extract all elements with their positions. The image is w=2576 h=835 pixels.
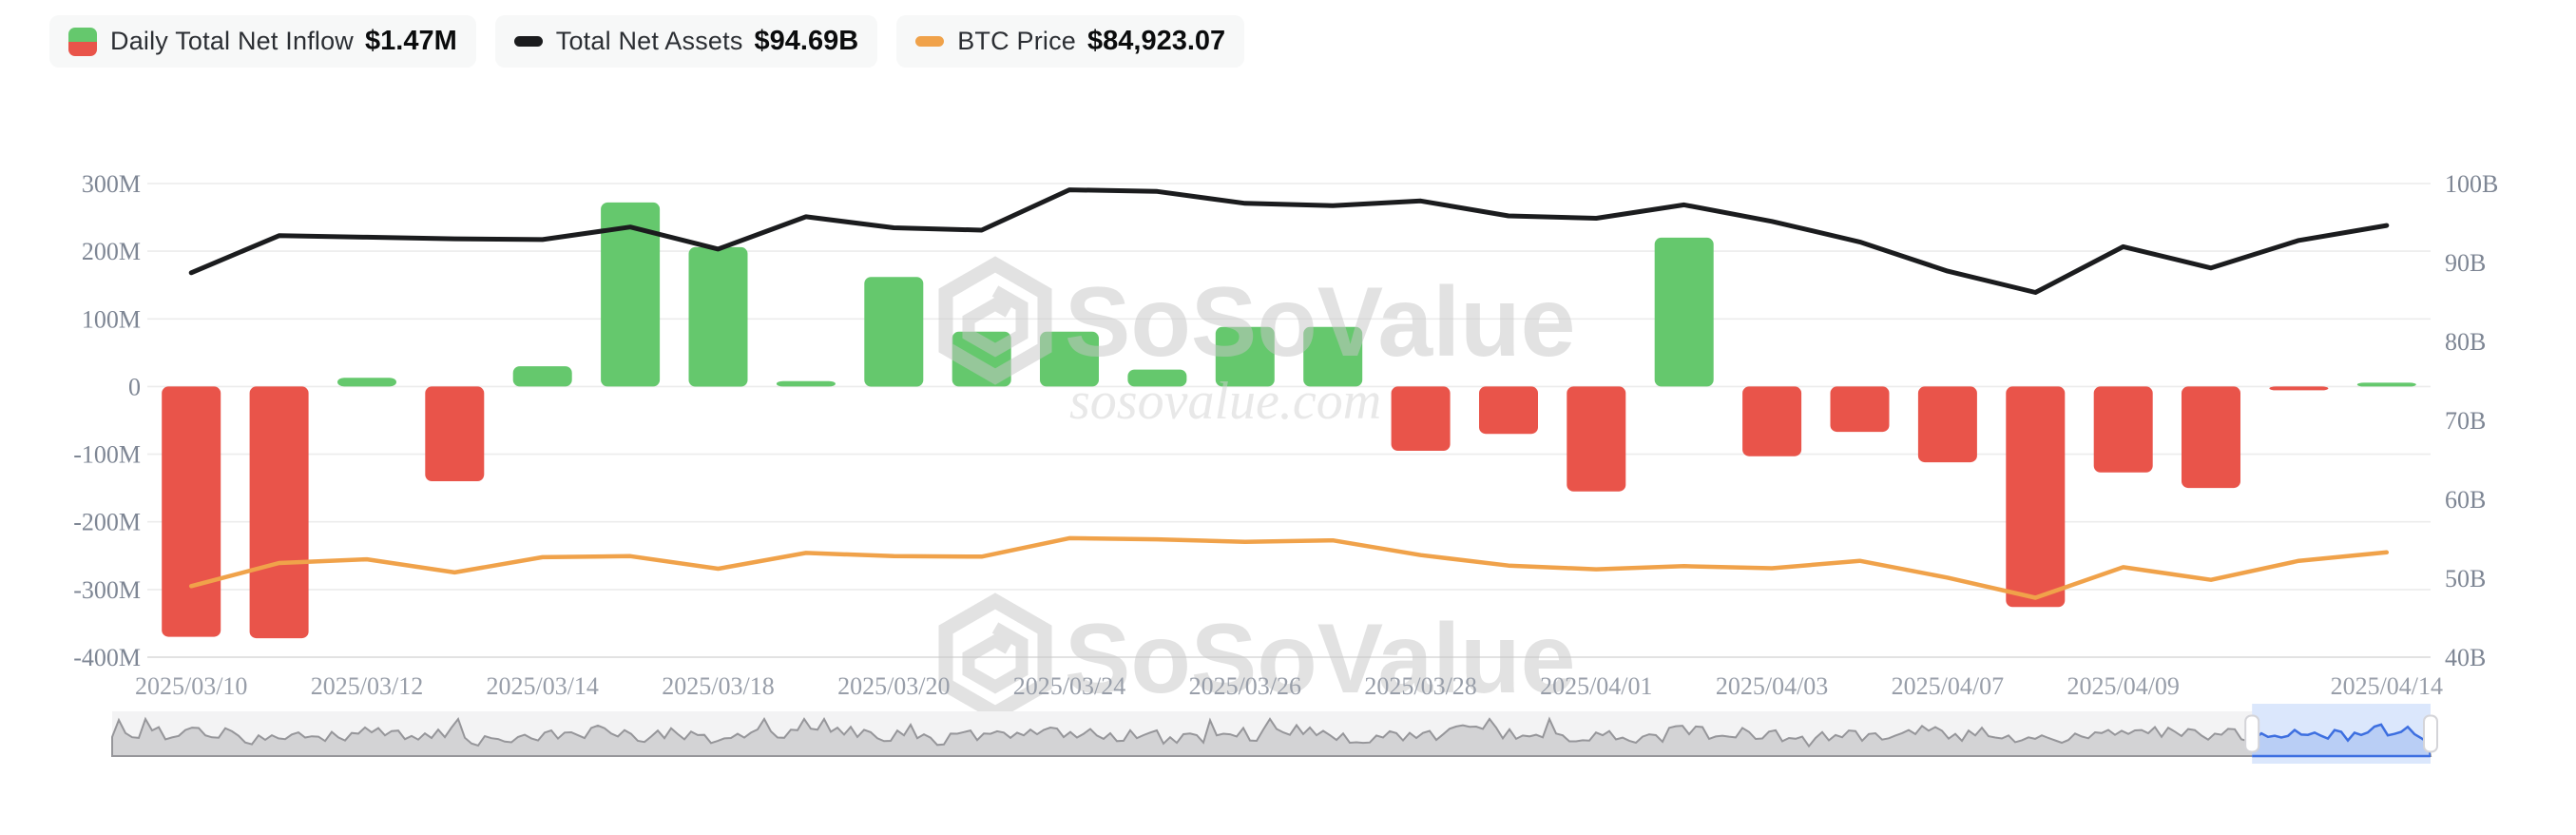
left-axis-tick: -100M <box>73 441 141 469</box>
x-axis-tick: 2025/04/01 <box>1540 672 1652 700</box>
bar-2025/04/10 <box>2182 386 2240 489</box>
bar-2025/03/11 <box>249 386 309 639</box>
legend-value: $94.69B <box>754 26 859 56</box>
bar-2025/03/24 <box>1040 331 1099 387</box>
x-axis-tick: 2025/03/20 <box>837 672 950 700</box>
bar-2025/04/08 <box>2006 386 2066 608</box>
legend-item-inflow[interactable]: Daily Total Net Inflow $1.47M <box>49 15 476 68</box>
total-net-assets-line <box>188 187 2390 295</box>
bar-2025/04/11 <box>2269 386 2329 391</box>
right-axis-tick: 40B <box>2445 644 2486 671</box>
x-axis-tick: 2025/04/07 <box>1892 672 2004 700</box>
bar-2025/03/19 <box>776 380 836 387</box>
legend-value: $84,923.07 <box>1087 26 1226 56</box>
btc-price-line <box>188 535 2390 600</box>
bar-2025/04/07 <box>1917 386 1977 463</box>
legend-item-btc[interactable]: BTC Price $84,923.07 <box>896 15 1245 68</box>
x-axis-tick: 2025/03/28 <box>1364 672 1476 700</box>
sosovalue-logo-icon <box>938 256 1052 385</box>
bar-2025/03/17 <box>601 202 661 387</box>
bar-2025/03/26 <box>1215 326 1275 387</box>
minimap-left-handle[interactable] <box>2244 714 2260 753</box>
bar-2025/03/28 <box>1391 386 1451 451</box>
bar-2025/04/04 <box>1830 386 1890 433</box>
right-axis-tick: 90B <box>2445 249 2486 277</box>
x-axis-tick: 2025/03/18 <box>662 672 774 700</box>
left-axis-tick: -200M <box>73 509 141 536</box>
left-axis-tick: -400M <box>73 644 141 671</box>
x-axis-tick: 2025/04/09 <box>2067 672 2179 700</box>
right-axis-tick: 70B <box>2445 407 2486 435</box>
svg-text:SoSoValue: SoSoValue <box>1065 604 1576 714</box>
svg-text:SoSoValue: SoSoValue <box>1065 267 1576 378</box>
chart-legend: Daily Total Net Inflow $1.47M Total Net As… <box>49 15 1245 68</box>
left-axis-tick: 300M <box>82 170 141 198</box>
legend-item-assets[interactable]: Total Net Assets $94.69B <box>494 15 878 68</box>
inflow-bars <box>162 202 2416 639</box>
x-axis-tick: 2025/03/24 <box>1013 672 1125 700</box>
x-axis-tick: 2025/03/26 <box>1189 672 1301 700</box>
bar-2025/03/31 <box>1479 386 1538 435</box>
left-axis-tick: 0 <box>128 373 141 400</box>
btc-line-icon <box>915 36 945 47</box>
bar-2025/03/20 <box>864 277 924 387</box>
bar-2025/03/12 <box>337 378 396 387</box>
bar-2025/03/14 <box>512 366 572 387</box>
x-axis-tick: 2025/03/14 <box>486 672 598 700</box>
assets-line-icon <box>513 36 543 47</box>
minimap-series <box>111 716 2432 757</box>
bar-2025/03/10 <box>162 386 221 637</box>
x-axis-tick: 2025/04/14 <box>2331 672 2443 700</box>
bar-2025/04/14 <box>2356 382 2416 387</box>
bar-2025/04/02 <box>1654 237 1714 387</box>
right-axis-tick: 60B <box>2445 486 2486 514</box>
legend-label: Total Net Assets <box>555 27 743 55</box>
bar-2025/04/01 <box>1567 386 1626 492</box>
bar-2025/04/03 <box>1742 386 1802 456</box>
bar-2025/03/18 <box>688 246 748 387</box>
legend-value: $1.47M <box>365 26 457 56</box>
bar-2025/04/09 <box>2093 386 2153 473</box>
inflow-bar-icon <box>68 27 97 56</box>
svg-text:sosovalue.com: sosovalue.com <box>1069 372 1381 431</box>
right-axis-tick: 50B <box>2445 565 2486 592</box>
minimap[interactable] <box>111 704 2438 764</box>
minimap-selection[interactable] <box>112 704 2432 764</box>
legend-label: BTC Price <box>957 27 1077 55</box>
x-axis-tick: 2025/03/10 <box>135 672 247 700</box>
x-axis-tick: 2025/04/03 <box>1716 672 1828 700</box>
bar-2025/03/25 <box>1127 369 1187 387</box>
left-axis-tick: 200M <box>82 238 141 265</box>
right-axis-tick: 100B <box>2445 170 2498 198</box>
minimap-right-handle[interactable] <box>2423 714 2438 753</box>
left-axis-tick: 100M <box>82 305 141 333</box>
bar-2025/03/27 <box>1303 326 1363 387</box>
bar-2025/03/13 <box>425 386 485 481</box>
legend-label: Daily Total Net Inflow <box>110 27 355 55</box>
left-axis-tick: -300M <box>73 576 141 604</box>
right-axis-tick: 80B <box>2445 328 2486 356</box>
x-axis-tick: 2025/03/12 <box>311 672 423 700</box>
